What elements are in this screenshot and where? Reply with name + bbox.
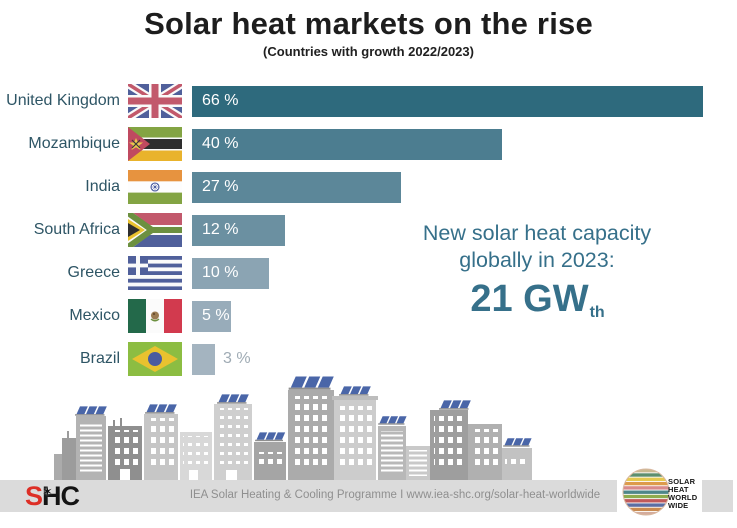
building bbox=[287, 375, 336, 480]
bar-chart: United Kingdom 66 % Mozambique bbox=[0, 84, 720, 376]
bar-value-label: 27 % bbox=[202, 178, 239, 195]
shc-logo-hc: HC bbox=[42, 481, 80, 511]
page-title: Solar heat markets on the rise bbox=[144, 6, 593, 41]
building bbox=[468, 424, 502, 480]
building bbox=[180, 432, 212, 480]
country-label: Mozambique bbox=[28, 135, 120, 152]
building bbox=[54, 431, 76, 480]
country-label: Brazil bbox=[79, 350, 120, 367]
bar-mozambique: 40 % bbox=[192, 128, 502, 160]
flag-mozambique-icon bbox=[128, 127, 182, 161]
flag-united-kingdom-icon bbox=[128, 84, 182, 118]
chart-row-brazil: Brazil 3 % bbox=[0, 342, 720, 376]
chart-row-greece: Greece 10 % bbox=[0, 256, 720, 290]
footer-bar bbox=[0, 480, 617, 512]
flag-india-icon bbox=[128, 170, 182, 204]
building bbox=[254, 431, 287, 480]
shc-logo: S ✶ HC bbox=[25, 481, 80, 511]
building bbox=[144, 403, 178, 480]
flag-greece-icon bbox=[128, 256, 182, 290]
flag-mexico-icon bbox=[128, 299, 182, 333]
chart-row-united-kingdom: United Kingdom 66 % bbox=[0, 84, 720, 118]
bar-brazil bbox=[192, 343, 215, 375]
chart-row-mexico: Mexico 5 % bbox=[0, 299, 720, 333]
page-subtitle: (Countries with growth 2022/2023) bbox=[263, 44, 474, 59]
building bbox=[332, 385, 378, 480]
bar-value-label: 5 % bbox=[202, 307, 230, 324]
flag-brazil-icon bbox=[128, 342, 182, 376]
bar-value-label: 3 % bbox=[223, 350, 251, 367]
bar-india: 27 % bbox=[192, 171, 401, 203]
country-label: Mexico bbox=[69, 307, 120, 324]
chart-row-india: India 27 % bbox=[0, 170, 720, 204]
bar-mexico: 5 % bbox=[192, 300, 231, 332]
country-label: Greece bbox=[67, 264, 120, 281]
chart-row-south-africa: South Africa 12 % bbox=[0, 213, 720, 247]
building bbox=[430, 399, 472, 480]
city-skyline-illustration bbox=[54, 375, 533, 480]
shc-star-icon: ✶ bbox=[42, 484, 53, 499]
country-label: India bbox=[85, 178, 120, 195]
bar-value-label: 40 % bbox=[202, 135, 239, 152]
building bbox=[214, 393, 252, 480]
flag-south-africa-icon bbox=[128, 213, 182, 247]
building bbox=[502, 437, 533, 480]
bar-south-africa: 12 % bbox=[192, 214, 285, 246]
annotation-line-1: New solar heat capacity bbox=[422, 221, 652, 245]
bar-value-label: 66 % bbox=[202, 92, 239, 109]
solar-heat-worldwide-logo-text: SOLAR HEAT WORLD WIDE bbox=[668, 477, 698, 510]
solar-heat-worldwide-globe-icon bbox=[622, 468, 670, 516]
footer-credit-text: IEA Solar Heating & Cooling Programme I … bbox=[189, 489, 601, 501]
building bbox=[377, 415, 408, 480]
bar-greece: 10 % bbox=[192, 257, 269, 289]
footer-bar-right-segment bbox=[702, 480, 733, 512]
bar-value-label: 12 % bbox=[202, 221, 239, 238]
building bbox=[406, 446, 430, 480]
bar-united-kingdom: 66 % bbox=[192, 85, 703, 117]
shc-logo-s: S bbox=[25, 481, 43, 511]
country-label: South Africa bbox=[33, 221, 120, 238]
chart-row-mozambique: Mozambique 40 % bbox=[0, 127, 720, 161]
annotation-line-2: globally in 2023: bbox=[459, 248, 615, 272]
country-label: United Kingdom bbox=[6, 92, 120, 109]
building bbox=[74, 405, 108, 480]
annotation-value: 21 GWth bbox=[470, 278, 605, 321]
bar-value-label: 10 % bbox=[202, 264, 239, 281]
capacity-annotation: New solar heat capacity globally in 2023… bbox=[352, 220, 722, 321]
annotation-value-subscript: th bbox=[589, 304, 605, 321]
building bbox=[108, 418, 142, 480]
